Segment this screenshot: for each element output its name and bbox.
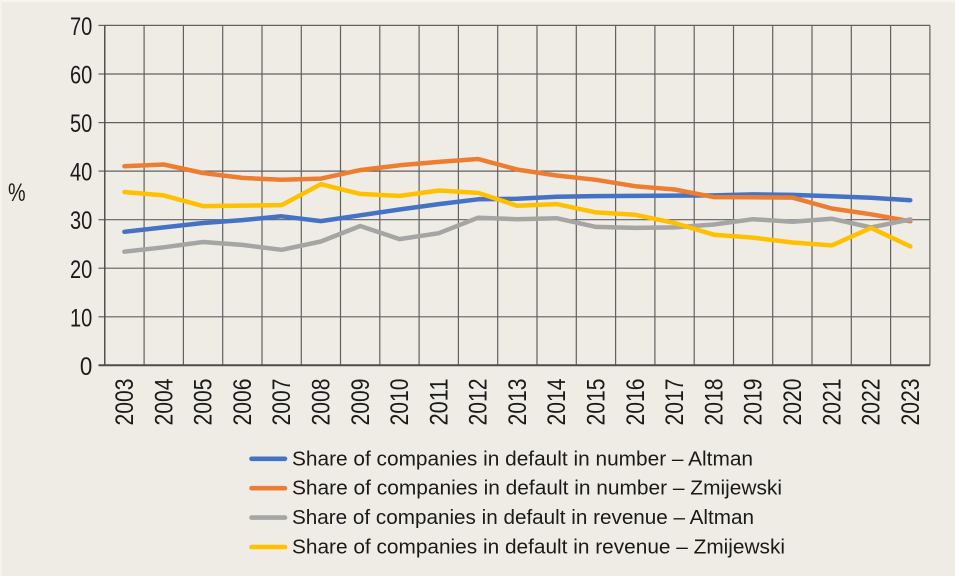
svg-text:2012: 2012 — [465, 379, 493, 426]
svg-text:2020: 2020 — [779, 379, 807, 426]
svg-text:2023: 2023 — [897, 379, 925, 426]
svg-text:%: % — [8, 179, 26, 207]
svg-text:2017: 2017 — [661, 379, 689, 426]
svg-text:2003: 2003 — [111, 379, 139, 426]
svg-text:2007: 2007 — [268, 379, 296, 426]
svg-text:40: 40 — [70, 159, 92, 187]
svg-text:20: 20 — [70, 256, 92, 284]
svg-text:10: 10 — [70, 304, 92, 332]
svg-text:2011: 2011 — [425, 379, 453, 426]
svg-text:2021: 2021 — [818, 379, 846, 426]
svg-text:0: 0 — [80, 353, 92, 381]
svg-text:60: 60 — [70, 62, 92, 90]
svg-text:2005: 2005 — [190, 379, 218, 426]
svg-text:2016: 2016 — [622, 379, 650, 426]
svg-text:70: 70 — [70, 13, 92, 41]
svg-text:Share of companies in default: Share of companies in default in revenue… — [292, 537, 785, 559]
svg-text:50: 50 — [70, 110, 92, 138]
svg-text:30: 30 — [70, 207, 92, 235]
svg-text:2014: 2014 — [543, 378, 571, 425]
svg-text:2010: 2010 — [386, 379, 414, 426]
svg-text:2006: 2006 — [229, 379, 257, 426]
svg-text:2013: 2013 — [504, 379, 532, 426]
svg-text:2004: 2004 — [150, 378, 178, 425]
svg-text:2018: 2018 — [700, 379, 728, 426]
svg-text:Share of companies in default: Share of companies in default in number … — [292, 478, 782, 500]
svg-text:Share of companies in default: Share of companies in default in revenue… — [292, 507, 754, 529]
svg-text:2019: 2019 — [740, 379, 768, 426]
svg-text:2022: 2022 — [858, 379, 886, 426]
svg-text:2015: 2015 — [583, 379, 611, 426]
svg-text:Share of companies in default: Share of companies in default in number … — [292, 448, 753, 470]
svg-text:2008: 2008 — [308, 379, 336, 426]
svg-text:2009: 2009 — [347, 379, 375, 426]
